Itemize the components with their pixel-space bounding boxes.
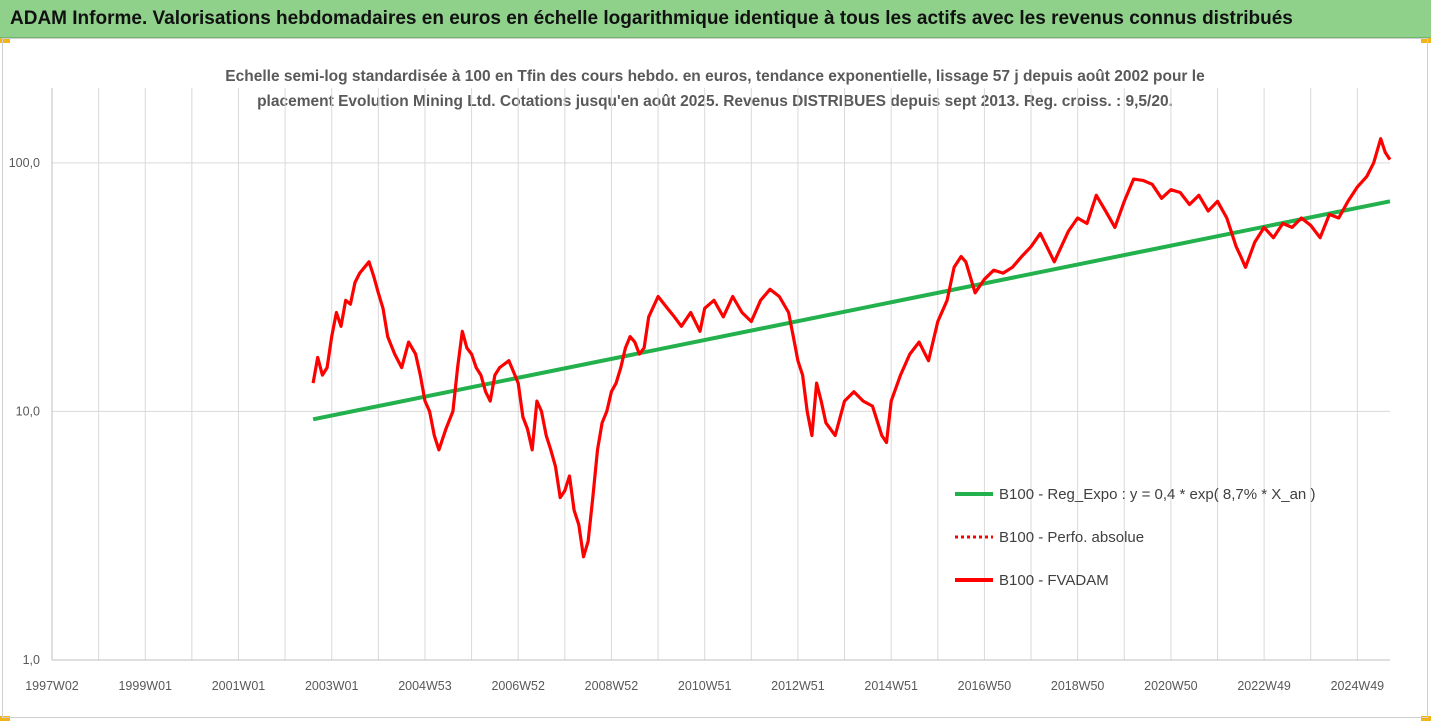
axes: 1,0 10,0 100,0 1997W02 1999W01 2001W01 2003W01…: [9, 88, 1390, 693]
x-tick-label: 2020W50: [1144, 679, 1198, 693]
x-tick-label: 2012W51: [771, 679, 825, 693]
legend-label: B100 - FVADAM: [999, 572, 1109, 589]
corner-mark: [1421, 38, 1431, 43]
y-tick-label: 10,0: [16, 404, 40, 418]
fvadam-line: [311, 137, 1392, 559]
x-tick-label: 2004W53: [398, 679, 452, 693]
x-tick-label: 2010W51: [678, 679, 732, 693]
grid: [51, 88, 1390, 661]
x-tick-label: 2001W01: [212, 679, 266, 693]
corner-mark: [0, 716, 10, 721]
corner-mark: [0, 38, 10, 43]
x-tick-label: 1999W01: [118, 679, 172, 693]
x-tick-label: 2003W01: [305, 679, 359, 693]
chart-subtitle-line-2: placement Evolution Mining Ltd. Cotation…: [257, 93, 1173, 110]
legend: B100 - Reg_Expo : y = 0,4 * exp( 8,7% * …: [955, 486, 1315, 589]
x-tick-label: 2024W49: [1331, 679, 1385, 693]
corner-mark: [1421, 716, 1431, 721]
x-tick-label: 1997W02: [25, 679, 79, 693]
legend-label: B100 - Perfo. absolue: [999, 529, 1144, 546]
regression-line: [312, 199, 1391, 422]
y-tick-label: 1,0: [23, 653, 40, 667]
series-layer: [311, 137, 1392, 559]
chart-subtitle-line-1: Echelle semi-log standardisée à 100 en T…: [225, 68, 1205, 85]
legend-label: B100 - Reg_Expo : y = 0,4 * exp( 8,7% * …: [999, 486, 1315, 503]
y-tick-label: 100,0: [9, 156, 40, 170]
x-tick-label: 2006W52: [491, 679, 545, 693]
chart-subtitle: Echelle semi-log standardisée à 100 en T…: [150, 64, 1280, 114]
chart-frame: [2, 38, 1428, 718]
x-tick-label: 2018W50: [1051, 679, 1105, 693]
x-tick-label: 2008W52: [585, 679, 639, 693]
x-tick-label: 2016W50: [958, 679, 1012, 693]
x-tick-label: 2022W49: [1237, 679, 1291, 693]
header-banner: ADAM Informe. Valorisations hebdomadaire…: [0, 0, 1431, 38]
x-tick-label: 2014W51: [864, 679, 918, 693]
report-title: ADAM Informe. Valorisations hebdomadaire…: [10, 8, 1293, 29]
